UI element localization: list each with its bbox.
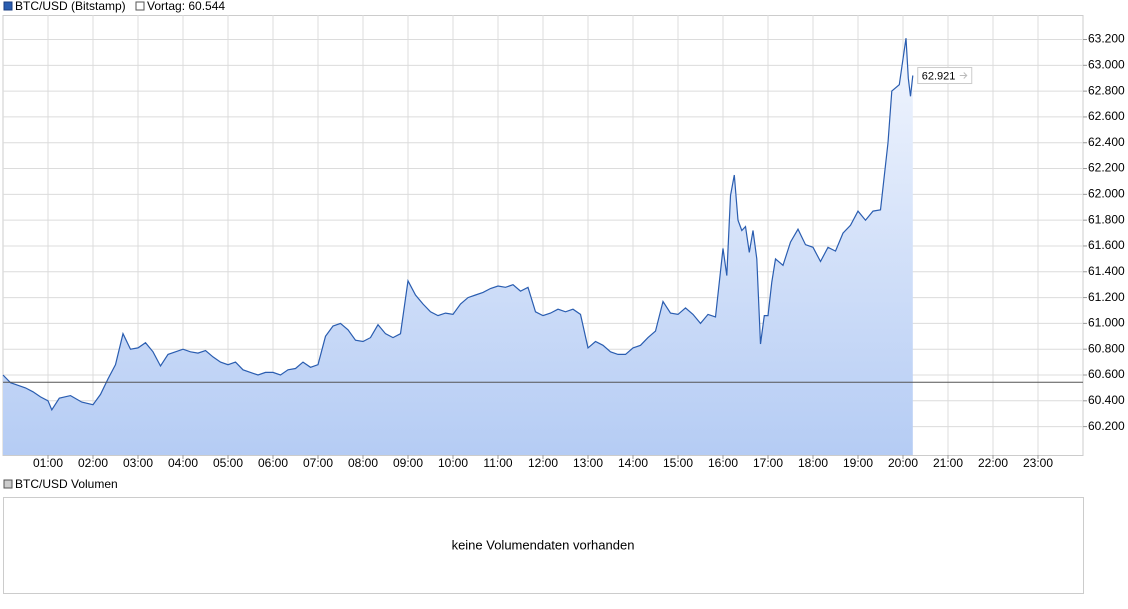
- y-tick-label: 63.200: [1088, 32, 1125, 46]
- y-tick-label: 61.400: [1088, 264, 1125, 278]
- x-tick-label: 04:00: [168, 456, 198, 470]
- x-tick-label: 15:00: [663, 456, 693, 470]
- volume-message: keine Volumendaten vorhanden: [452, 537, 635, 552]
- legend-swatch: [135, 1, 145, 11]
- y-tick-label: 60.800: [1088, 341, 1125, 355]
- x-tick-label: 23:00: [1023, 456, 1053, 470]
- y-tick-label: 60.600: [1088, 367, 1125, 381]
- x-tick-label: 16:00: [708, 456, 738, 470]
- x-tick-label: 02:00: [78, 456, 108, 470]
- legend-entry: Vortag: 60.544: [147, 0, 225, 13]
- x-tick-label: 11:00: [483, 456, 512, 470]
- x-tick-label: 17:00: [753, 456, 783, 470]
- x-tick-label: 20:00: [888, 456, 918, 470]
- x-tick-label: 14:00: [618, 456, 648, 470]
- last-value-box: [917, 67, 973, 85]
- x-tick-label: 21:00: [933, 456, 963, 470]
- x-tick-label: 05:00: [213, 456, 243, 470]
- x-tick-label: 10:00: [438, 456, 468, 470]
- x-tick-label: 07:00: [303, 456, 333, 470]
- legend-entry: BTC/USD (Bitstamp): [15, 0, 126, 13]
- x-tick-label: 18:00: [798, 456, 828, 470]
- volume-title: BTC/USD Volumen: [15, 477, 118, 491]
- legend-swatch: [3, 1, 13, 11]
- x-tick-label: 22:00: [978, 456, 1008, 470]
- x-tick-label: 19:00: [843, 456, 873, 470]
- y-tick-label: 60.200: [1088, 419, 1125, 433]
- y-tick-label: 61.200: [1088, 290, 1125, 304]
- y-tick-label: 62.400: [1088, 135, 1125, 149]
- legend-swatch: [3, 479, 13, 489]
- x-tick-label: 13:00: [573, 456, 603, 470]
- x-tick-label: 03:00: [123, 456, 153, 470]
- y-tick-label: 60.400: [1088, 393, 1125, 407]
- y-tick-label: 63.000: [1088, 57, 1125, 71]
- last-value-label: 62.921: [922, 70, 956, 82]
- y-tick-label: 61.800: [1088, 212, 1125, 226]
- last-value-arrow: [959, 72, 968, 79]
- x-tick-label: 09:00: [393, 456, 423, 470]
- y-tick-label: 62.000: [1088, 187, 1125, 201]
- x-tick-label: 12:00: [528, 456, 558, 470]
- line: [2, 38, 914, 412]
- y-tick-label: 61.600: [1088, 238, 1125, 252]
- volume-frame: [3, 497, 1084, 594]
- area: [3, 38, 913, 455]
- x-tick-label: 08:00: [348, 456, 378, 470]
- y-tick-label: 62.800: [1088, 83, 1125, 97]
- y-tick-label: 62.600: [1088, 109, 1125, 123]
- y-tick-label: 61.000: [1088, 316, 1125, 330]
- y-tick-label: 62.200: [1088, 161, 1125, 175]
- x-tick-label: 01:00: [33, 456, 63, 470]
- x-tick-label: 06:00: [258, 456, 288, 470]
